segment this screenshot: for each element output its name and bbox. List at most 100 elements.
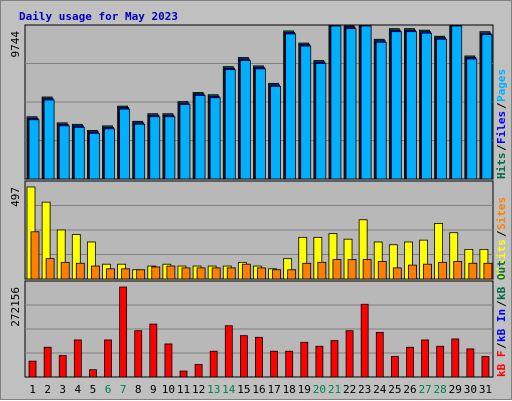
pages-bar <box>194 95 206 180</box>
kb-f-bar <box>330 340 339 378</box>
pages-bar <box>285 33 297 180</box>
kb-f-bar <box>58 355 67 378</box>
pages-bar <box>436 38 448 180</box>
pages-bar <box>149 116 161 180</box>
x-tick-label: 30 <box>464 383 477 396</box>
chart-title: Daily usage for May 2023 <box>19 10 178 23</box>
x-tick-label: 16 <box>252 383 265 396</box>
kb-f-bar <box>466 348 475 378</box>
sites-bar <box>226 267 236 280</box>
pages-bar <box>134 123 146 180</box>
x-tick-label: 9 <box>150 383 157 396</box>
pages-bar <box>119 108 130 180</box>
sites-bar <box>75 262 85 280</box>
x-tick-label: 4 <box>75 383 82 396</box>
kb-f-bar <box>89 369 97 378</box>
x-tick-label: 21 <box>328 383 341 396</box>
kb-f-bar <box>43 346 52 378</box>
pages-bar <box>481 34 493 180</box>
sites-bar <box>106 268 115 280</box>
sites-bar <box>257 267 266 280</box>
legend-sites: Sites <box>495 197 508 230</box>
sites-bar <box>468 262 478 280</box>
x-tick-label: 29 <box>449 383 462 396</box>
legend-kb-out: kB Out <box>495 260 508 300</box>
sites-bar <box>302 262 312 280</box>
pages-bar <box>360 25 372 180</box>
kb-f-bar <box>375 331 384 378</box>
x-tick-label: 22 <box>343 383 356 396</box>
kb-f-bar <box>149 323 158 378</box>
kb-f-bar <box>300 341 309 378</box>
kb-f-bar <box>209 350 218 378</box>
y-max-label: 9744 <box>9 31 22 58</box>
kb-f-bar <box>179 370 188 378</box>
pages-bar <box>345 28 357 180</box>
legend-separator: / <box>495 144 508 151</box>
kb-f-bar <box>406 346 414 378</box>
pages-bar <box>43 99 55 180</box>
pages-bar <box>179 104 191 180</box>
x-tick-label: 3 <box>59 383 66 396</box>
x-tick-label: 31 <box>479 383 492 396</box>
sites-bar <box>196 267 206 280</box>
kb-f-bar <box>360 303 369 378</box>
kb-f-bar <box>451 338 460 378</box>
sites-bar <box>90 265 100 280</box>
sites-bar <box>377 261 387 280</box>
kb-f-bar <box>390 356 399 378</box>
pages-bar <box>315 63 327 180</box>
kb-f-bar <box>28 360 37 378</box>
x-tick-label: 24 <box>373 383 387 396</box>
kb-f-bar <box>285 350 294 378</box>
sites-bar <box>30 231 40 280</box>
kb-f-bar <box>119 286 128 378</box>
x-tick-label: 15 <box>237 383 250 396</box>
pages-bar <box>28 119 40 180</box>
kb-f-bar <box>421 339 429 378</box>
legend-separator: / <box>495 102 508 109</box>
sites-bar <box>362 259 372 280</box>
legend-kb-in: kB In <box>495 309 508 342</box>
pages-bar <box>451 25 463 180</box>
kb-f-bar <box>224 325 233 378</box>
pages-bar <box>224 69 236 180</box>
kb-f-bar <box>164 343 173 378</box>
sites-bar <box>423 263 432 280</box>
x-tick-label: 14 <box>222 383 236 396</box>
kb-f-bar <box>134 330 143 378</box>
pages-bar <box>375 41 387 180</box>
sites-bar <box>241 263 251 280</box>
sites-bar <box>166 265 176 280</box>
x-tick-label: 13 <box>207 383 220 396</box>
y-max-label: 272156 <box>9 287 22 327</box>
kb-f-bar <box>240 335 248 378</box>
x-tick-label: 27 <box>418 383 431 396</box>
pages-bar <box>73 126 85 180</box>
legend-kb-f: kB F <box>495 351 508 378</box>
sites-bar <box>121 268 130 280</box>
x-tick-label: 28 <box>434 383 447 396</box>
y-max-label: 497 <box>9 187 22 207</box>
x-tick-label: 10 <box>162 383 175 396</box>
sites-bar <box>453 261 463 280</box>
kb-f-bar <box>436 345 445 378</box>
kb-f-bar <box>270 350 278 378</box>
pages-bar <box>164 116 176 180</box>
legend-separator: / <box>495 342 508 349</box>
sites-bar <box>287 269 297 280</box>
pages-bar <box>104 128 115 180</box>
x-tick-label: 19 <box>298 383 311 396</box>
x-tick-label: 12 <box>192 383 205 396</box>
x-tick-label: 20 <box>313 383 326 396</box>
pages-bar <box>239 60 251 180</box>
sites-bar <box>317 261 327 280</box>
sites-bar <box>408 264 417 280</box>
pages-bar <box>255 68 266 180</box>
sites-bar <box>151 266 161 280</box>
pages-bar <box>466 58 478 180</box>
sites-bar <box>272 269 281 280</box>
kb-f-bar <box>315 345 324 378</box>
